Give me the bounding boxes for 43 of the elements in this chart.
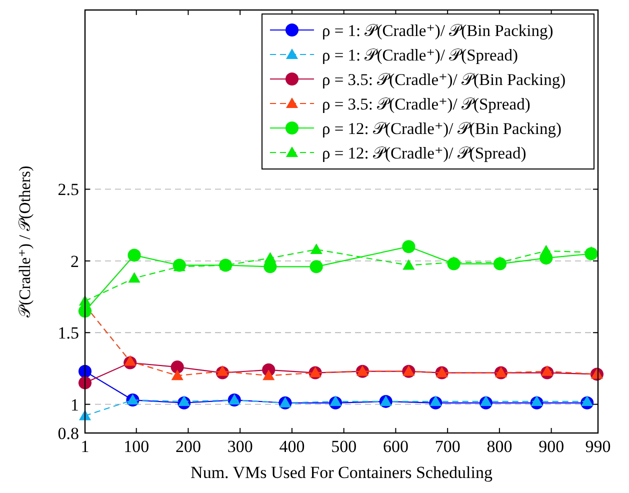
y-tick-label: 0.8 xyxy=(58,424,79,443)
y-tick-label: 2.5 xyxy=(58,180,79,200)
legend-label: ρ = 1: 𝒫(Cradle⁺)/ 𝒫(Spread) xyxy=(322,46,518,64)
x-tick-label: 100 xyxy=(124,437,150,456)
point xyxy=(128,248,141,262)
x-tick-label: 400 xyxy=(279,437,305,456)
legend-label: ρ = 12: 𝒫(Cradle⁺)/ 𝒫(Spread) xyxy=(322,144,526,162)
point xyxy=(262,370,275,380)
point xyxy=(330,395,342,406)
y-axis-title: 𝒫(Cradle⁺) / 𝒫(Others) xyxy=(17,166,34,318)
point xyxy=(124,355,136,366)
point xyxy=(541,365,554,376)
x-tick-label: 800 xyxy=(486,437,512,456)
y-tick-label: 1 xyxy=(70,395,79,414)
point xyxy=(310,243,322,254)
x-tick-label: 700 xyxy=(434,437,460,456)
x-axis-title: Num. VMs Used For Containers Scheduling xyxy=(190,463,493,482)
point xyxy=(170,360,184,374)
legend-label: ρ = 3.5: 𝒫(Cradle⁺)/ 𝒫(Spread) xyxy=(322,94,530,114)
y-tick-label: 2 xyxy=(70,252,79,271)
point xyxy=(264,252,276,263)
point xyxy=(216,365,228,376)
legend-label: ρ = 12: 𝒫(Cradle⁺)/ 𝒫(Bin Packing) xyxy=(322,119,562,138)
legend-label: ρ = 3.5: 𝒫(Cradle⁺)/ 𝒫(Bin Packing) xyxy=(322,70,566,89)
point xyxy=(128,272,140,283)
x-tick-label: 600 xyxy=(382,437,408,456)
point xyxy=(171,370,184,380)
x-tick-label: 500 xyxy=(331,437,357,456)
point xyxy=(430,395,442,406)
point xyxy=(581,395,594,406)
point xyxy=(402,240,416,254)
point xyxy=(178,395,190,406)
x-tick-label: 300 xyxy=(227,437,253,456)
x-tick-label: 900 xyxy=(538,437,564,456)
x-tick-label: 990 xyxy=(585,437,611,456)
point xyxy=(530,395,543,406)
y-tick-label: 1.5 xyxy=(58,324,79,343)
x-tick-label: 200 xyxy=(175,437,201,456)
point xyxy=(402,259,415,270)
point xyxy=(540,244,552,256)
legend-label: ρ = 1: 𝒫(Cradle⁺)/ 𝒫(Bin Packing) xyxy=(322,21,554,40)
point xyxy=(310,260,323,274)
point xyxy=(480,395,492,406)
